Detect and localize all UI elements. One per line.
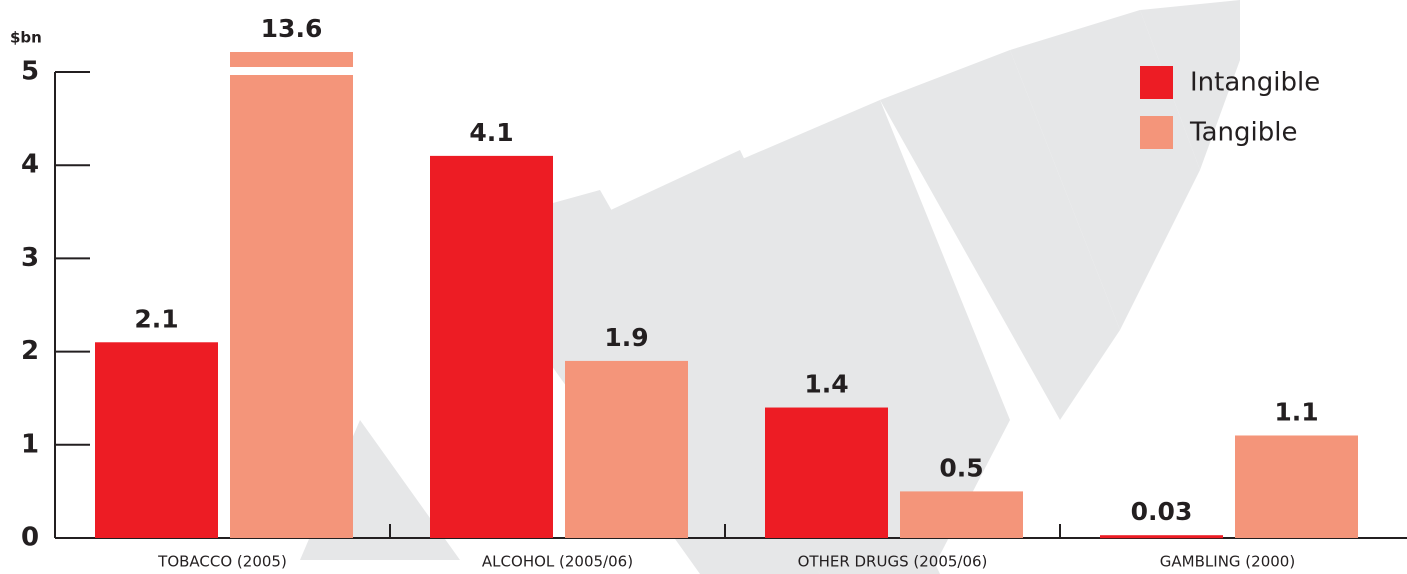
value-label: 4.1	[469, 118, 513, 147]
value-label: 13.6	[261, 14, 323, 43]
value-label: 1.1	[1274, 397, 1318, 426]
chart: $bn 0 1 2 3 4 5 TOBACCO (2005) 2.1 13.6 ALCOHOL (…	[0, 0, 1407, 574]
axis-break	[229, 67, 354, 75]
y-tick-label: 5	[21, 57, 39, 87]
bar	[765, 408, 888, 538]
legend-swatch	[1140, 66, 1173, 99]
bar	[230, 52, 353, 538]
y-tick-label: 4	[21, 150, 39, 180]
x-tick-label: TOBACCO (2005)	[157, 553, 287, 571]
bar	[1100, 535, 1223, 538]
x-tick-label: GAMBLING (2000)	[1160, 553, 1295, 571]
value-label: 0.03	[1131, 497, 1193, 526]
legend-label: Intangible	[1190, 68, 1320, 98]
value-label: 1.4	[804, 370, 848, 399]
bar	[900, 491, 1023, 538]
y-tick-label: 0	[21, 523, 39, 553]
y-tick-label: 3	[21, 243, 39, 273]
x-tick-label: OTHER DRUGS (2005/06)	[798, 553, 988, 571]
legend-swatch	[1140, 116, 1173, 149]
y-axis-label: $bn	[10, 29, 42, 47]
bar	[565, 361, 688, 538]
bar	[1235, 435, 1358, 538]
value-label: 0.5	[939, 453, 983, 482]
value-label: 2.1	[134, 304, 178, 333]
x-tick-label: ALCOHOL (2005/06)	[482, 553, 633, 571]
y-tick-label: 1	[21, 429, 39, 459]
bar	[430, 156, 553, 538]
value-label: 1.9	[604, 323, 648, 352]
y-tick-label: 2	[21, 336, 39, 366]
bar	[95, 342, 218, 538]
legend-label: Tangible	[1189, 118, 1297, 148]
